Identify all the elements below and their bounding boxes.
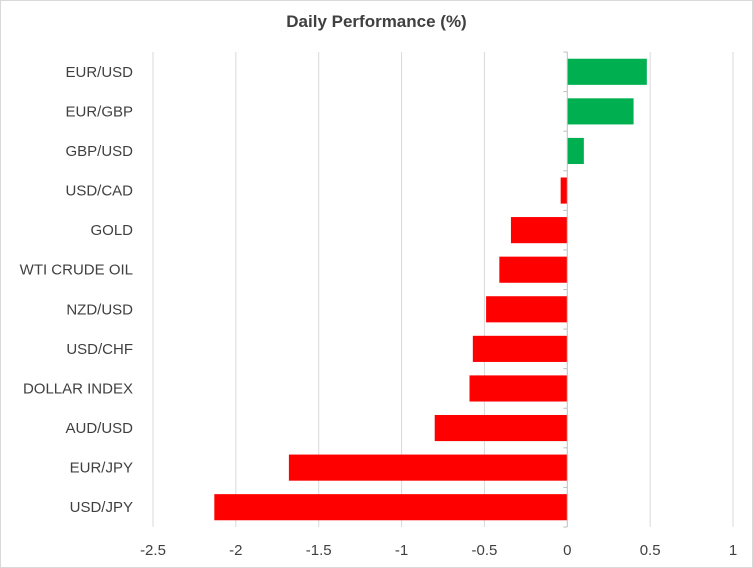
bar — [288, 454, 568, 481]
category-label: DOLLAR INDEX — [23, 380, 133, 397]
x-tick-label: -1.5 — [306, 542, 332, 559]
category-label: NZD/USD — [66, 301, 133, 318]
category-label: USD/CAD — [65, 183, 133, 200]
x-tick-label: -0.5 — [471, 542, 497, 559]
category-label: EUR/JPY — [70, 460, 133, 477]
category-label: GBP/USD — [65, 143, 133, 160]
chart-title: Daily Performance (%) — [286, 12, 467, 31]
category-label: AUD/USD — [65, 420, 133, 437]
category-labels: EUR/USD EUR/GBP GBP/USD USD/CAD GOLD WTI CRUD… — [20, 64, 134, 516]
category-label: USD/JPY — [70, 499, 133, 516]
category-label: USD/CHF — [66, 341, 133, 358]
bar — [567, 58, 647, 85]
category-label: WTI CRUDE OIL — [20, 262, 133, 279]
zero-axis — [563, 51, 568, 528]
x-tick-label: 0 — [563, 542, 571, 559]
bar — [499, 256, 568, 283]
bar — [567, 137, 584, 165]
x-tick-label: 0.5 — [640, 542, 661, 559]
bars — [214, 58, 647, 521]
bar — [472, 335, 568, 362]
category-label: EUR/GBP — [65, 103, 133, 120]
bar — [434, 414, 568, 442]
bar — [567, 98, 634, 125]
x-tick-label: -2 — [229, 542, 242, 559]
gridlines — [152, 52, 734, 527]
x-axis-tick-labels: -2.5 -2 -1.5 -1 -0.5 0 0.5 1 — [140, 542, 737, 559]
x-tick-label: -2.5 — [140, 542, 166, 559]
bar — [469, 375, 568, 402]
category-label: GOLD — [90, 222, 133, 239]
bar — [510, 217, 568, 244]
x-tick-label: 1 — [729, 542, 737, 559]
bar — [214, 494, 568, 521]
bar — [486, 296, 568, 323]
bar — [560, 177, 568, 204]
x-tick-label: -1 — [395, 542, 408, 559]
category-label: EUR/USD — [65, 64, 133, 81]
